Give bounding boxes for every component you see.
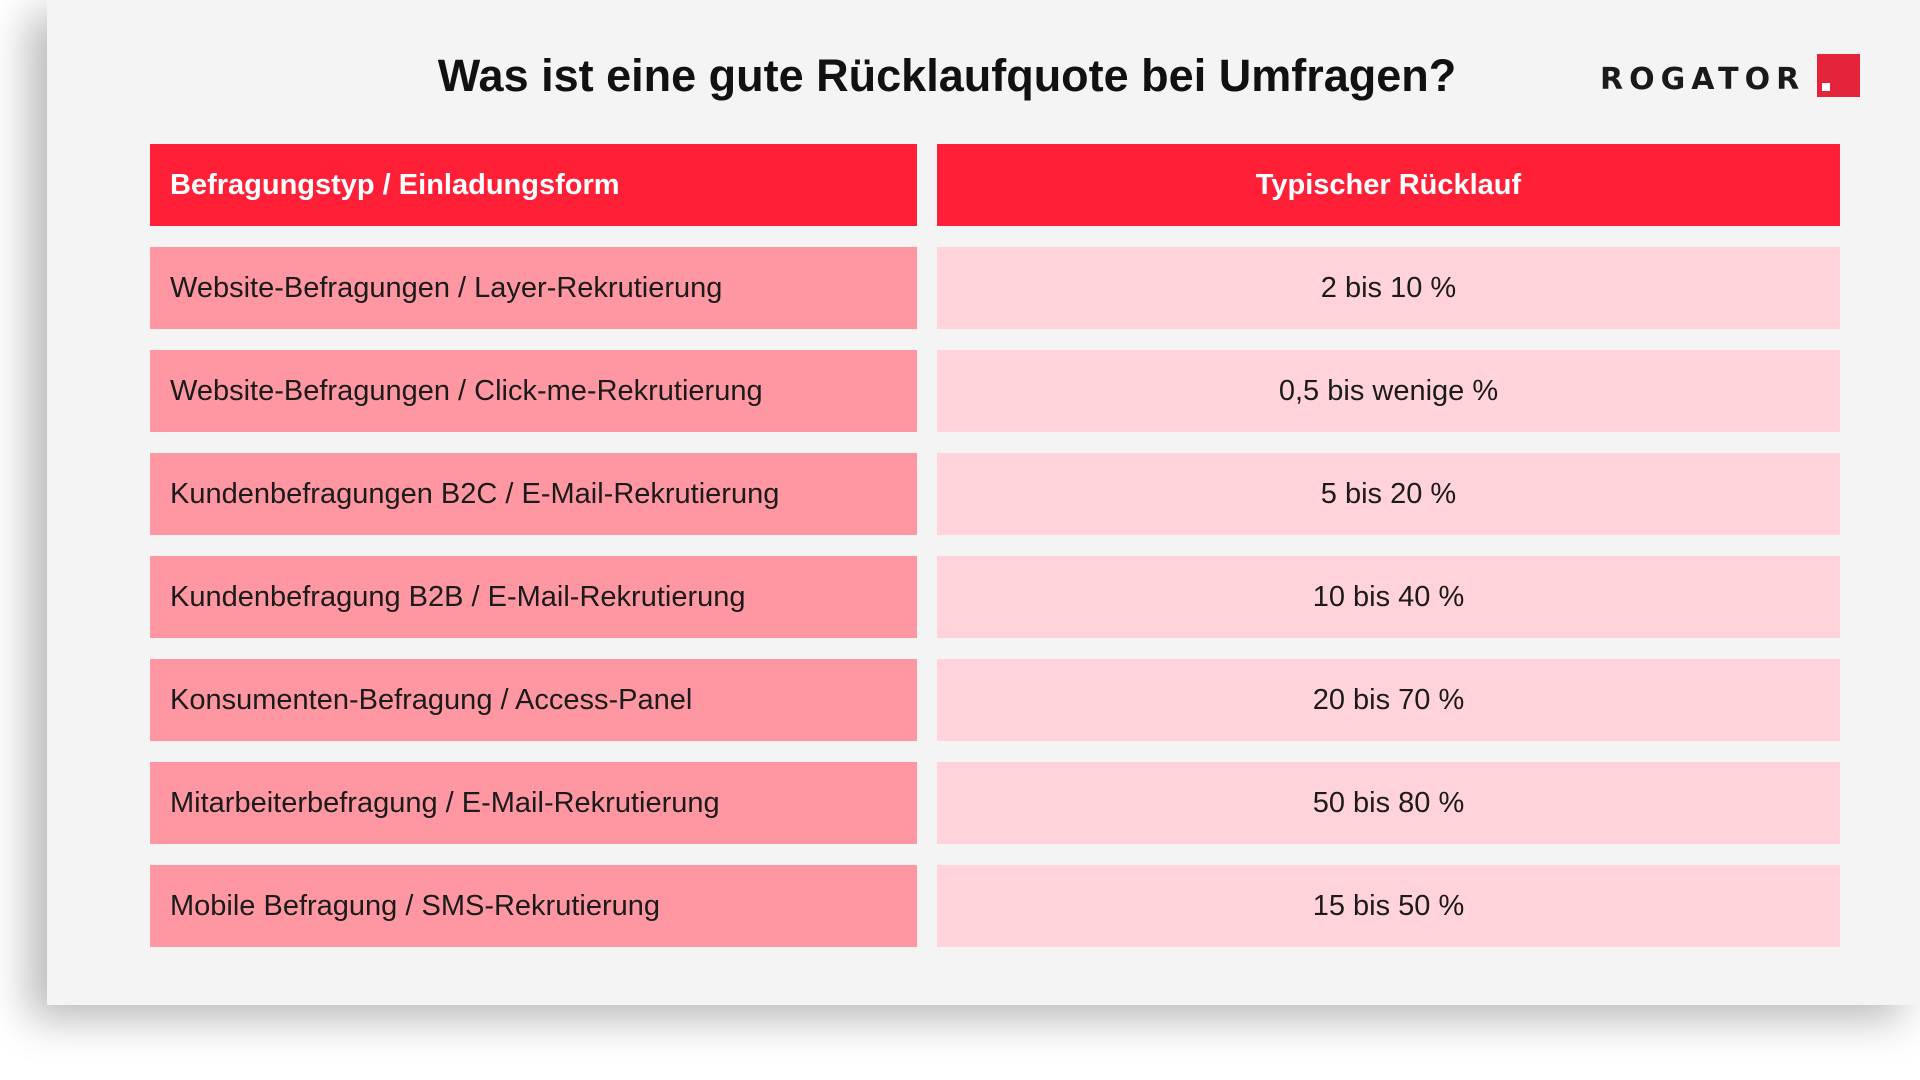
logo-square-icon	[1817, 54, 1861, 97]
table-row: Website-Befragungen / Click-me-Rekrutier…	[150, 350, 1840, 432]
survey-type-cell: Kundenbefragungen B2C / E-Mail-Rekrutier…	[150, 453, 917, 535]
response-rate-cell: 5 bis 20 %	[937, 453, 1840, 535]
table-row: Konsumenten-Befragung / Access-Panel 20 …	[150, 659, 1840, 741]
response-rate-cell: 20 bis 70 %	[937, 659, 1840, 741]
survey-type-cell: Website-Befragungen / Click-me-Rekrutier…	[150, 350, 917, 432]
page-title: Was ist eine gute Rücklaufquote bei Umfr…	[437, 50, 1457, 101]
response-rate-cell: 2 bis 10 %	[937, 247, 1840, 329]
response-rate-cell: 10 bis 40 %	[937, 556, 1840, 638]
response-rate-cell: 0,5 bis wenige %	[937, 350, 1840, 432]
survey-type-cell: Kundenbefragung B2B / E-Mail-Rekrutierun…	[150, 556, 917, 638]
table-row: Mobile Befragung / SMS-Rekrutierung 15 b…	[150, 865, 1840, 947]
survey-type-cell: Mitarbeiterbefragung / E-Mail-Rekrutieru…	[150, 762, 917, 844]
survey-type-cell: Mobile Befragung / SMS-Rekrutierung	[150, 865, 917, 947]
table-row: Mitarbeiterbefragung / E-Mail-Rekrutieru…	[150, 762, 1840, 844]
survey-type-cell: Website-Befragungen / Layer-Rekrutierung	[150, 247, 917, 329]
header-survey-type: Befragungstyp / Einladungsform	[150, 144, 917, 226]
response-rate-table: Befragungstyp / Einladungsform Typischer…	[150, 144, 1840, 968]
response-rate-cell: 50 bis 80 %	[937, 762, 1840, 844]
response-rate-cell: 15 bis 50 %	[937, 865, 1840, 947]
table-row: Kundenbefragung B2B / E-Mail-Rekrutierun…	[150, 556, 1840, 638]
header-typical-response: Typischer Rücklauf	[937, 144, 1840, 226]
table-header-row: Befragungstyp / Einladungsform Typischer…	[150, 144, 1840, 226]
table-row: Website-Befragungen / Layer-Rekrutierung…	[150, 247, 1840, 329]
logo-text: ROGATOR	[1600, 62, 1806, 97]
table-row: Kundenbefragungen B2C / E-Mail-Rekrutier…	[150, 453, 1840, 535]
rogator-logo: ROGATOR	[1600, 52, 1861, 97]
survey-type-cell: Konsumenten-Befragung / Access-Panel	[150, 659, 917, 741]
